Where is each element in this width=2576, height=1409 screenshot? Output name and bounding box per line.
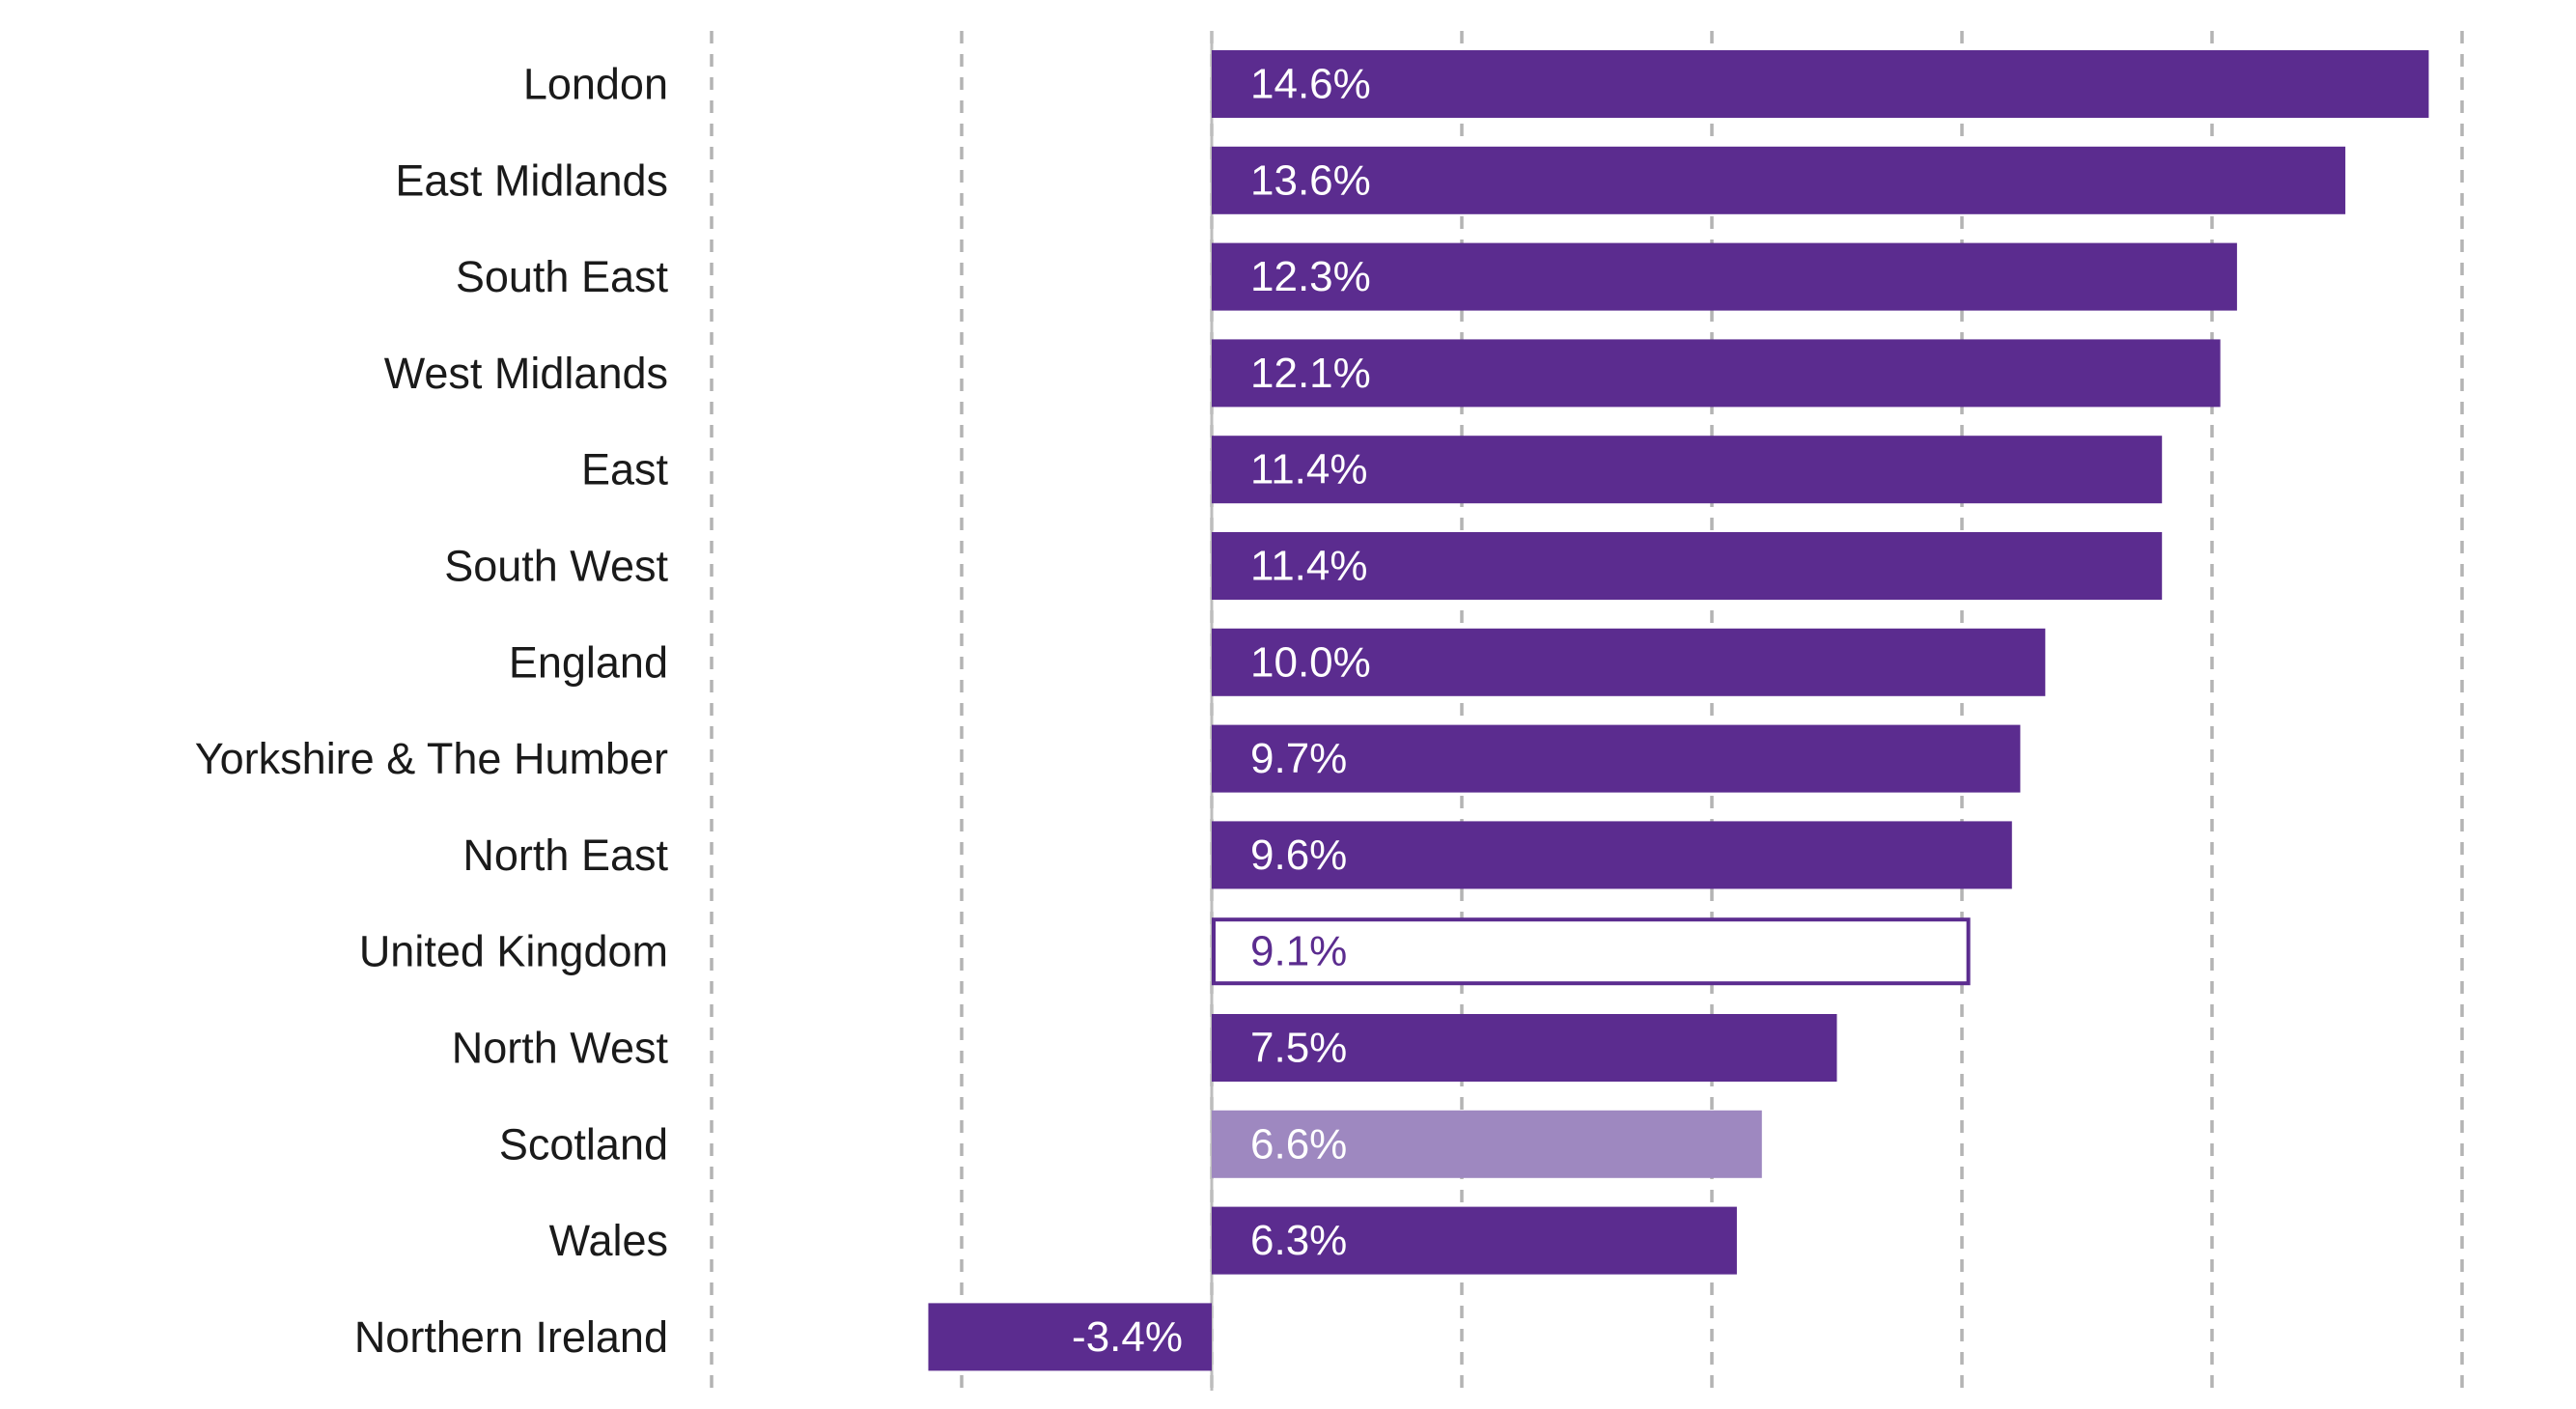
data-label: 10.0%: [1250, 638, 1371, 686]
data-label: 13.6%: [1250, 156, 1371, 204]
data-label: 14.6%: [1250, 61, 1371, 108]
category-label: United Kingdom: [359, 927, 668, 976]
bar: [928, 1303, 1212, 1371]
labels: London 14.6% East Midlands 13.6% South East 1…: [195, 60, 1371, 1362]
data-label: 9.6%: [1250, 831, 1347, 879]
data-label: 9.7%: [1250, 735, 1347, 782]
data-label: 11.4%: [1250, 543, 1368, 590]
data-label: 9.1%: [1250, 928, 1347, 975]
bar: [1212, 532, 2163, 600]
data-label: 6.6%: [1250, 1120, 1347, 1168]
category-label: East Midlands: [395, 155, 668, 205]
category-label: South East: [456, 252, 669, 301]
data-label: 12.3%: [1250, 253, 1371, 300]
bars: [928, 50, 2429, 1371]
bar: [1212, 628, 2046, 696]
category-label: Scotland: [499, 1119, 668, 1169]
data-label: 11.4%: [1250, 446, 1368, 493]
bar: [1212, 1014, 1837, 1082]
category-label: Wales: [549, 1216, 668, 1265]
category-label: South West: [444, 542, 668, 591]
data-label: 6.3%: [1250, 1217, 1347, 1264]
gridlines: [710, 31, 2464, 1391]
data-label: 12.1%: [1250, 350, 1371, 397]
bar: [1212, 724, 2021, 793]
category-label: North West: [452, 1024, 669, 1073]
category-label: England: [509, 637, 668, 687]
bar: [1212, 1206, 1737, 1275]
bar: [1212, 436, 2163, 504]
category-label: Yorkshire & The Humber: [195, 734, 668, 783]
category-label: London: [523, 60, 668, 109]
bar: [1212, 146, 2346, 214]
bar: [1212, 50, 2429, 118]
category-label: Northern Ireland: [354, 1312, 668, 1362]
category-label: West Midlands: [384, 349, 668, 398]
bar: [1212, 339, 2221, 408]
bar: [1212, 821, 2012, 889]
bar: [1212, 1110, 1762, 1178]
category-label: North East: [462, 831, 668, 880]
bar: [1212, 242, 2237, 311]
data-label: 7.5%: [1250, 1025, 1347, 1072]
category-label: East: [581, 445, 669, 494]
bar: [1212, 917, 1971, 986]
data-label: -3.4%: [1072, 1313, 1183, 1361]
